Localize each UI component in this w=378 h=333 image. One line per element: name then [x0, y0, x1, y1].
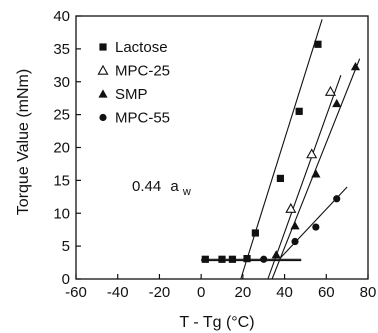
lactose-data-point [314, 40, 322, 48]
mpc-25-data-point [324, 85, 336, 96]
y-tick-label: 0 [62, 271, 70, 288]
lactose-data-point [201, 255, 209, 263]
legend-label-mpc-55: MPC-55 [115, 110, 170, 127]
legend-label-mpc-25: MPC-25 [115, 63, 170, 80]
y-tick-label: 10 [53, 205, 70, 222]
smp-fit-line [271, 58, 361, 280]
lactose-data-point [228, 255, 237, 263]
mpc-55-data-point [260, 255, 268, 263]
y-tick-label: 15 [53, 172, 70, 189]
legend-label-smp: SMP [115, 86, 148, 103]
mpc-25-data-point [306, 148, 318, 159]
water-activity-annotation: 0.44 a w [132, 178, 191, 198]
legend-marker-smp [98, 89, 108, 98]
y-axis-title: Torque Value (mNm) [15, 69, 32, 215]
lactose-data-point [243, 255, 251, 263]
x-axis-title: T - Tg (°C) [179, 314, 254, 331]
water-activity-subscript: w [182, 186, 191, 198]
x-tick-label: -20 [149, 284, 171, 301]
legend-marker-mpc-55 [99, 113, 107, 122]
smp-data-point [311, 169, 321, 178]
y-tick-label: 35 [53, 41, 70, 58]
x-tick-label: 20 [235, 284, 252, 301]
mpc-25-fit-line [267, 74, 342, 280]
mpc-25-data-point [285, 202, 297, 213]
y-tick-label: 5 [62, 238, 70, 255]
lactose-data-point [218, 255, 226, 263]
smp-data-point [350, 62, 361, 71]
x-tick-label: 60 [318, 284, 335, 301]
mpc-55-data-point [333, 195, 341, 203]
smp-data-point [332, 98, 342, 108]
legend-marker-lactose [99, 43, 107, 51]
y-tick-label: 40 [53, 8, 70, 25]
chart-legend: Lactose MPC-25 SMP MPC-55 [97, 39, 170, 127]
water-activity-value: 0.44 [132, 178, 161, 195]
smp-data-point [290, 221, 300, 230]
water-activity-unit: a [170, 178, 179, 195]
axis-ticks: -60 -40 -20 0 20 40 60 80 0 5 10 15 20 25 30 35 40 [53, 8, 376, 301]
x-tick-label: 80 [360, 284, 377, 301]
lactose-data-point [276, 174, 284, 183]
x-tick-label: -60 [65, 284, 87, 301]
legend-marker-mpc-25 [97, 64, 109, 75]
lactose-data-point [251, 229, 259, 237]
mpc-55-data-point [312, 223, 320, 231]
x-tick-label: -40 [107, 284, 129, 301]
fit-lines [201, 19, 361, 280]
x-tick-label: 40 [276, 284, 293, 301]
y-tick-label: 25 [53, 107, 70, 124]
x-tick-label: 0 [197, 284, 205, 301]
y-tick-label: 20 [53, 140, 70, 157]
mpc-55-data-point [291, 237, 299, 246]
lactose-data-point [295, 107, 303, 115]
legend-label-lactose: Lactose [115, 39, 168, 56]
smp-data-point [271, 250, 281, 259]
y-tick-label: 30 [53, 74, 70, 91]
data-points [201, 40, 361, 263]
